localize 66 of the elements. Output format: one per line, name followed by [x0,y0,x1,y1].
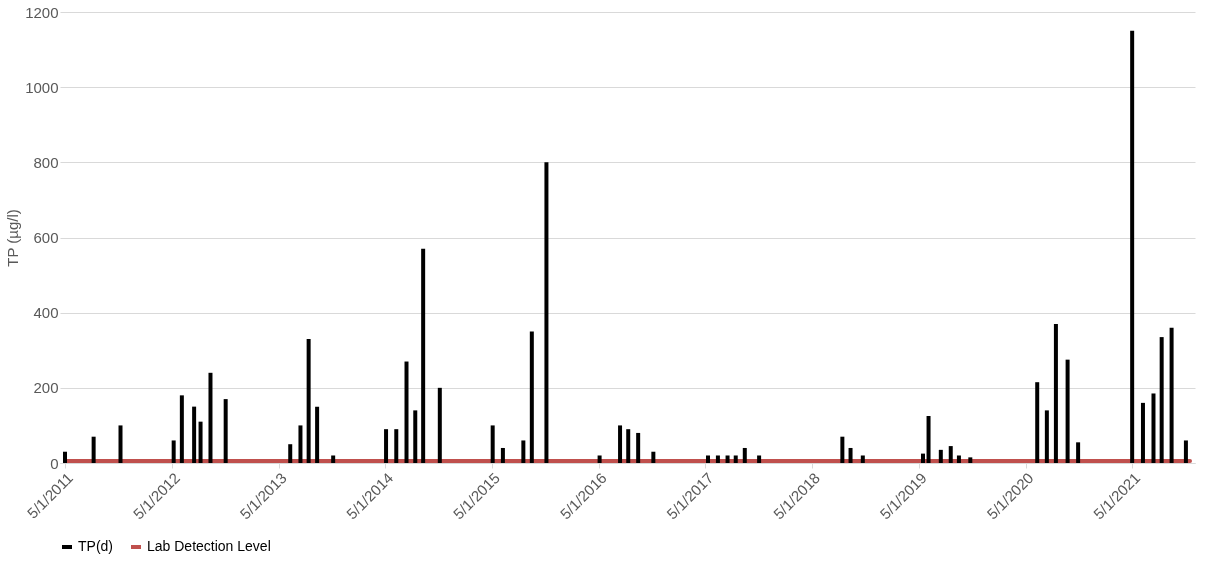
bar [437,387,442,463]
bar [306,338,311,463]
bar [725,455,730,463]
bar [1065,359,1070,463]
bar [968,457,973,463]
bar [91,436,96,463]
bar [1151,393,1156,463]
bar [1140,402,1145,463]
y-tick-label: 1000 [25,78,59,96]
bar [171,440,176,463]
bar [208,372,213,463]
bar [421,248,426,463]
bar [192,406,197,463]
legend-label: Lab Detection Level [147,538,271,554]
bar [384,429,389,463]
y-axis-title: TP (µg/l) [4,209,22,267]
bar [920,453,925,463]
bar [1044,410,1049,463]
bar [742,447,747,463]
bar [636,432,641,463]
bar [626,429,631,463]
bar [597,455,602,463]
y-tick-label: 400 [33,304,59,322]
legend-label: TP(d) [78,538,113,554]
bar [1159,337,1164,463]
bar [651,451,656,463]
bar [404,361,409,463]
y-tick-label: 200 [33,379,59,397]
bar [1035,382,1040,463]
bar [331,455,336,463]
y-tick-label: 0 [50,454,59,472]
bar [179,395,184,463]
bar [733,455,738,463]
y-tick-label: 800 [33,153,59,171]
bar [1053,323,1058,463]
bar [521,440,526,463]
bar [500,447,505,463]
bar [490,425,495,463]
bar [298,425,303,463]
bar [529,331,534,463]
y-tick-label: 1200 [25,3,59,21]
bar [1076,442,1081,463]
bar [1169,327,1174,463]
bar [1183,440,1188,463]
bar [63,451,67,463]
bar [315,406,320,463]
bar [757,455,762,463]
bar [860,455,865,463]
bar [413,410,418,463]
bar [956,455,961,463]
bar [848,447,853,463]
y-tick-label: 600 [33,229,59,246]
bar [705,455,710,463]
bar [223,399,228,463]
bar [948,446,953,463]
bar [715,455,720,463]
bar [840,436,845,463]
bar [394,429,399,463]
bar [1130,30,1135,463]
bar [288,444,293,463]
bar [938,449,943,463]
bar [118,425,123,463]
bar [618,425,623,463]
bar [198,421,203,463]
bar [544,162,549,463]
bar [926,416,931,463]
